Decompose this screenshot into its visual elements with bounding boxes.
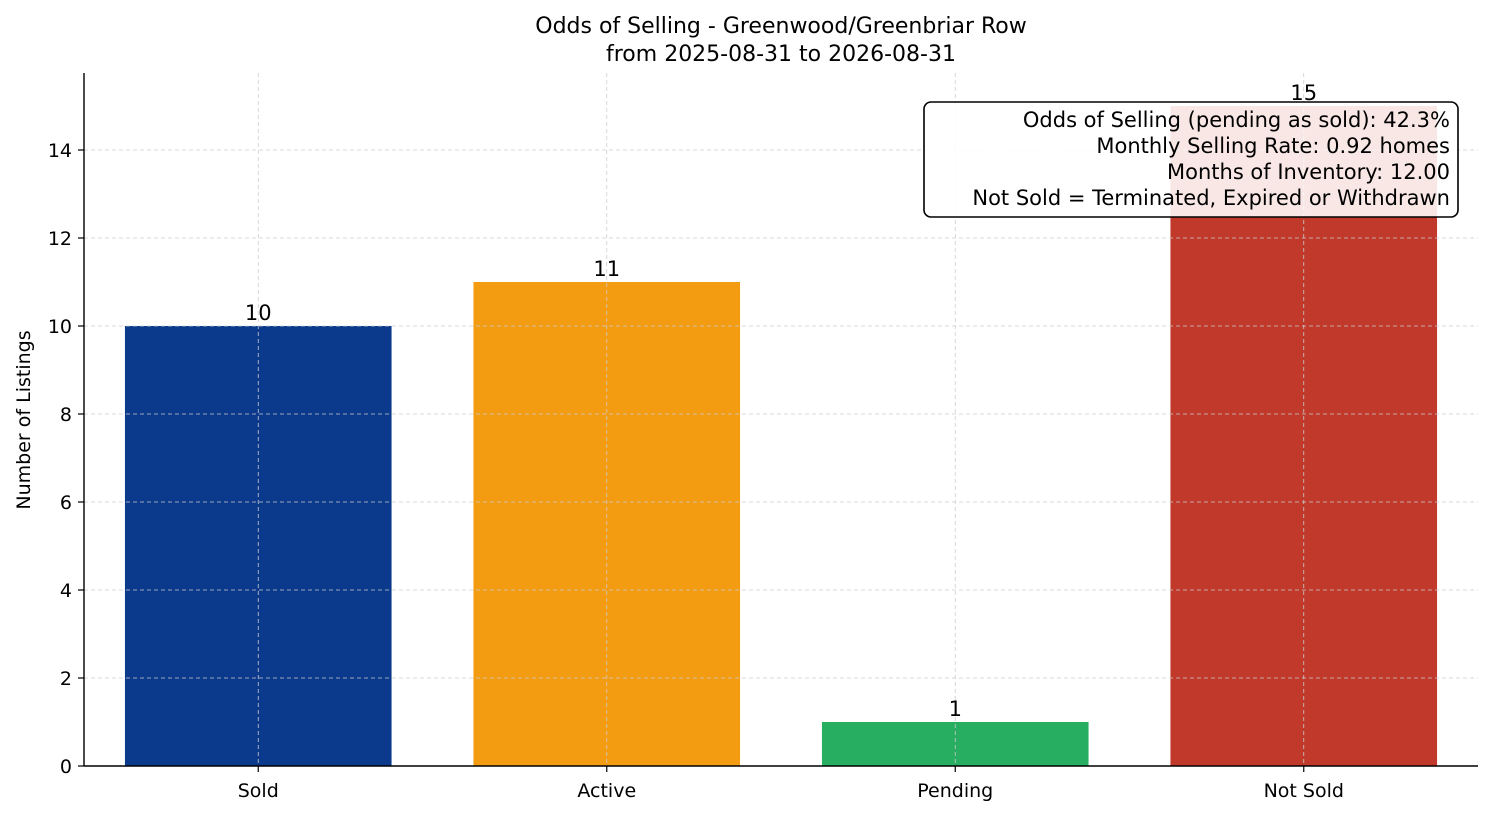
stats-line-odds: Odds of Selling (pending as sold): 42.3% <box>1023 108 1450 132</box>
x-tick-label-active: Active <box>577 780 636 802</box>
x-tick-label-not-sold: Not Sold <box>1264 780 1344 802</box>
y-tick-label: 2 <box>60 668 72 690</box>
y-tick-label: 14 <box>48 140 72 162</box>
x-tick-label-pending: Pending <box>917 780 993 802</box>
y-tick-label: 12 <box>48 228 72 250</box>
data-label-not-sold: 15 <box>1290 81 1317 105</box>
data-label-pending: 1 <box>949 697 962 721</box>
axes-layer <box>83 73 1478 767</box>
ticks-layer: 0 2 4 6 8 10 12 14 Sold Active Pending Not Sold <box>48 140 1344 802</box>
stats-line-months-inventory: Months of Inventory: 12.00 <box>1167 160 1450 184</box>
data-label-sold: 10 <box>245 301 272 325</box>
chart-title-line1: Odds of Selling - Greenwood/Greenbriar R… <box>535 14 1027 39</box>
chart-title-line2: from 2025-08-31 to 2026-08-31 <box>606 42 956 67</box>
y-axis-label: Number of Listings <box>13 330 35 509</box>
y-tick-label: 8 <box>60 404 72 426</box>
stats-annotation-box: Odds of Selling (pending as sold): 42.3%… <box>923 101 1459 218</box>
stats-annotation-frame <box>923 101 1459 218</box>
y-tick-label: 10 <box>48 316 72 338</box>
stats-line-not-sold-definition: Not Sold = Terminated, Expired or Withdr… <box>972 186 1450 210</box>
y-tick-label: 0 <box>60 756 72 778</box>
y-tick-label: 6 <box>60 492 72 514</box>
y-tick-label: 4 <box>60 580 72 602</box>
x-tick-label-sold: Sold <box>238 780 279 802</box>
data-label-active: 11 <box>593 257 620 281</box>
stats-line-monthly-rate: Monthly Selling Rate: 0.92 homes <box>1096 134 1450 158</box>
bar-pending <box>821 722 1089 766</box>
